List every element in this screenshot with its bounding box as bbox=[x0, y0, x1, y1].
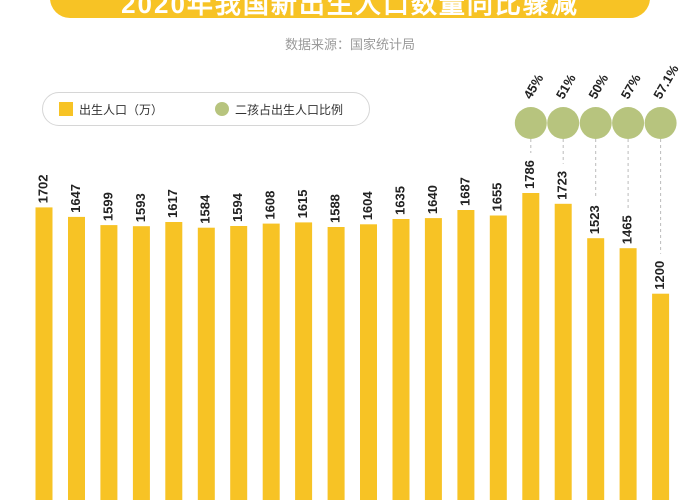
bar-value-label-4: 1617 bbox=[165, 189, 180, 218]
ratio-dot-2 bbox=[579, 107, 612, 139]
title-banner bbox=[50, 0, 650, 18]
bar-16 bbox=[554, 203, 572, 500]
legend: 出生人口（万） 二孩占出生人口比例 bbox=[42, 92, 370, 126]
bar-5 bbox=[197, 227, 215, 500]
bar-value-label-9: 1588 bbox=[328, 194, 343, 223]
bar-7 bbox=[262, 223, 280, 500]
bar-value-label-18: 1465 bbox=[620, 215, 635, 244]
bar-6 bbox=[230, 226, 248, 500]
ratio-label-2: 50% bbox=[585, 71, 611, 101]
bar-value-label-10: 1604 bbox=[360, 191, 375, 221]
bar-value-label-1: 1647 bbox=[68, 184, 83, 213]
ratio-dot-1 bbox=[547, 107, 580, 139]
bar-value-label-8: 1615 bbox=[295, 189, 310, 218]
bar-8 bbox=[295, 222, 313, 500]
bar-value-label-5: 1584 bbox=[198, 194, 213, 224]
bar-value-label-14: 1655 bbox=[490, 183, 505, 212]
bar-value-label-15: 1786 bbox=[522, 160, 537, 189]
legend-births-label: 出生人口（万） bbox=[79, 102, 164, 117]
bar-9 bbox=[327, 227, 345, 500]
bar-2 bbox=[100, 225, 118, 500]
bar-value-label-3: 1593 bbox=[133, 193, 148, 222]
bar-15 bbox=[522, 193, 540, 500]
bar-3 bbox=[132, 226, 150, 500]
bar-value-label-2: 1599 bbox=[100, 192, 115, 221]
bar-value-label-17: 1523 bbox=[587, 205, 602, 234]
bar-11 bbox=[392, 219, 410, 500]
bar-value-label-19: 1200 bbox=[652, 261, 667, 290]
ratio-dot-3 bbox=[612, 107, 645, 139]
ratio-label-0: 45% bbox=[520, 71, 546, 101]
bar-14 bbox=[489, 215, 507, 500]
data-source: 数据来源：国家统计局 bbox=[284, 37, 415, 52]
bar-value-label-6: 1594 bbox=[230, 192, 245, 222]
legend-bar-swatch bbox=[59, 102, 73, 116]
bar-value-label-0: 1702 bbox=[35, 174, 50, 203]
ratio-label-3: 57% bbox=[618, 71, 644, 101]
bar-17 bbox=[587, 238, 605, 500]
bar-4 bbox=[165, 222, 183, 500]
bar-1 bbox=[68, 216, 85, 500]
chart-title: 2020年我国新出生人口数量同比骤减 bbox=[121, 0, 579, 19]
bar-12 bbox=[424, 218, 442, 500]
ratio-label-4: 57.1% bbox=[650, 62, 682, 102]
legend-item-births: 出生人口（万） bbox=[43, 101, 163, 118]
bar-value-label-13: 1687 bbox=[457, 177, 472, 206]
bar-value-label-7: 1608 bbox=[263, 191, 278, 220]
bar-18 bbox=[619, 248, 637, 500]
legend-dot-swatch bbox=[215, 102, 230, 116]
bar-19 bbox=[652, 293, 670, 500]
ratio-label-1: 51% bbox=[553, 71, 579, 101]
ratio-dot-4 bbox=[644, 107, 677, 139]
ratio-dot-0 bbox=[514, 107, 547, 139]
bar-0 bbox=[35, 207, 53, 500]
bar-value-label-11: 1635 bbox=[392, 186, 407, 215]
bar-value-label-12: 1640 bbox=[425, 185, 440, 214]
bar-10 bbox=[360, 224, 377, 500]
bar-value-label-16: 1723 bbox=[555, 171, 570, 200]
legend-item-ratio: 二孩占出生人口比例 bbox=[163, 101, 343, 118]
bar-13 bbox=[457, 210, 475, 500]
legend-ratio-label: 二孩占出生人口比例 bbox=[235, 102, 344, 117]
